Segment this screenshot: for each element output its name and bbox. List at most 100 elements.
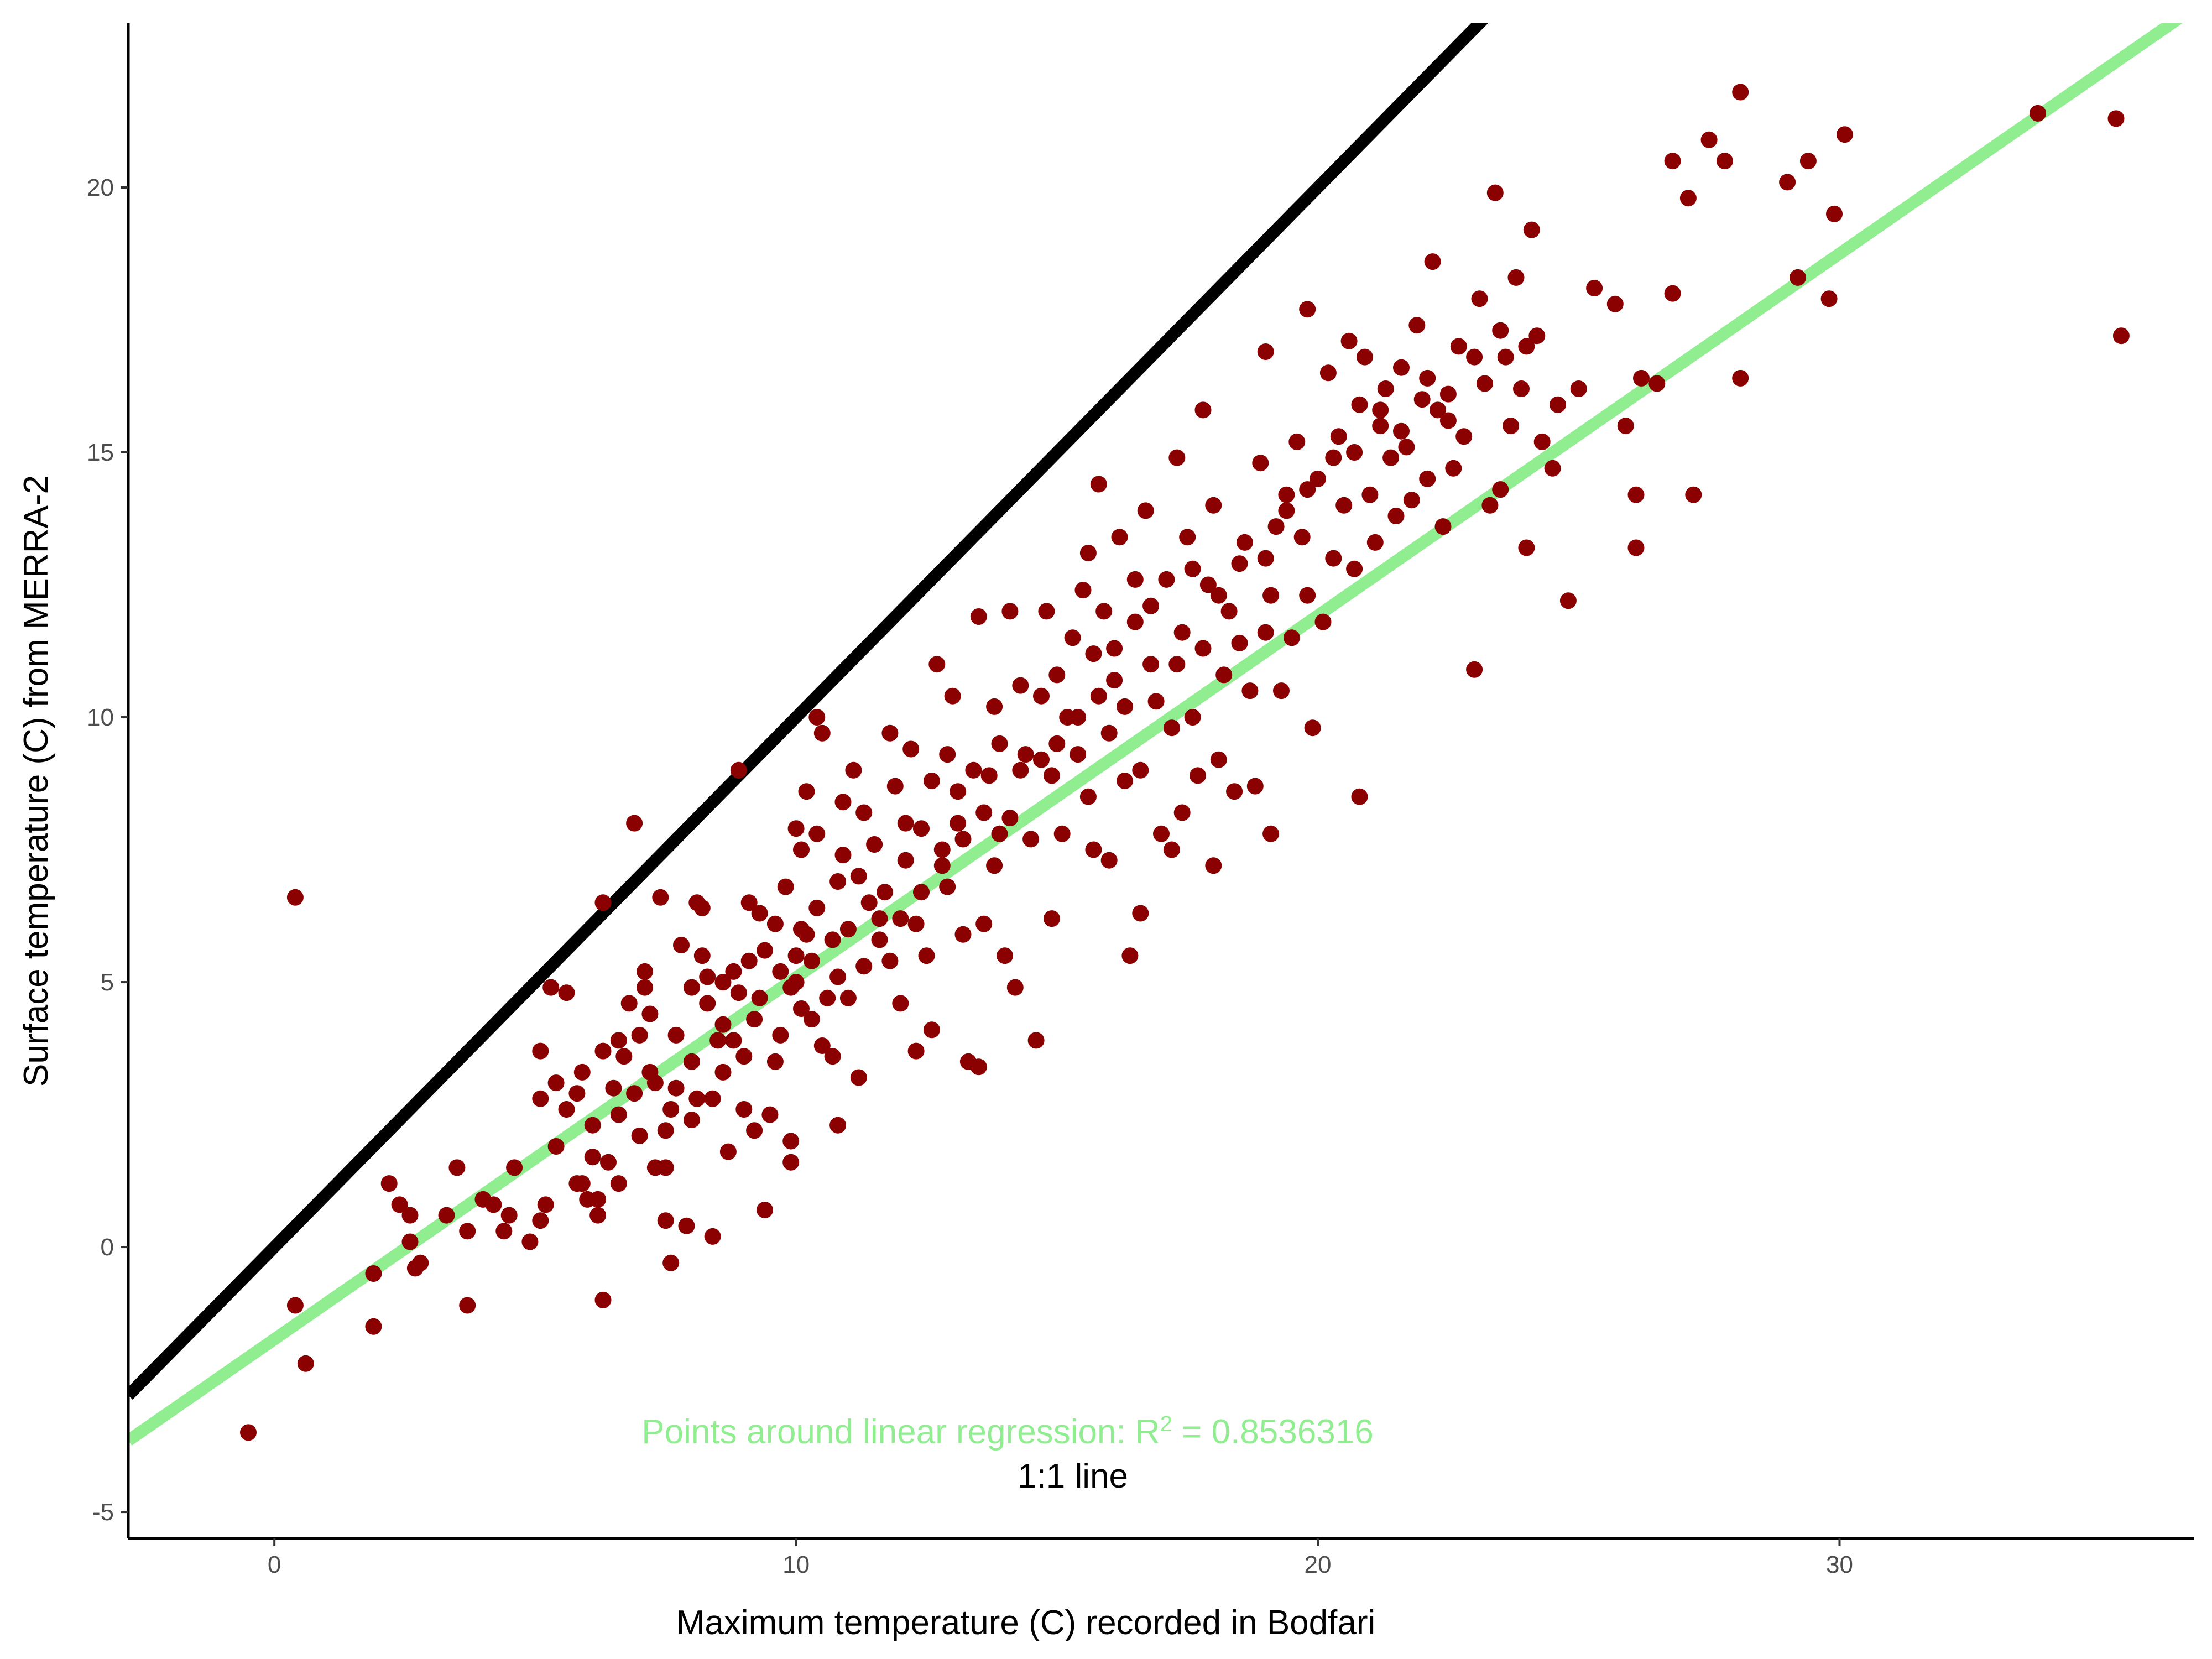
data-point xyxy=(1299,481,1316,498)
data-point xyxy=(532,1042,549,1060)
data-point xyxy=(1147,693,1165,710)
data-point xyxy=(881,724,899,742)
data-point xyxy=(746,1011,763,1028)
data-point xyxy=(719,1143,737,1160)
data-point xyxy=(286,1297,304,1314)
data-point xyxy=(1106,640,1123,657)
data-point xyxy=(1126,613,1144,630)
data-point xyxy=(1257,550,1274,567)
data-point xyxy=(1304,719,1321,737)
data-point xyxy=(594,894,612,911)
data-point xyxy=(1450,338,1467,355)
data-point xyxy=(1137,502,1154,519)
data-point xyxy=(626,815,643,832)
data-point xyxy=(1205,497,1222,514)
data-point xyxy=(600,1154,617,1171)
data-point xyxy=(610,1032,627,1049)
data-point xyxy=(855,958,873,975)
data-point xyxy=(830,873,847,890)
data-point xyxy=(584,1117,601,1134)
data-point xyxy=(1012,677,1029,694)
data-point xyxy=(1351,788,1368,805)
data-point xyxy=(683,1112,700,1129)
data-point xyxy=(1361,486,1379,503)
data-points xyxy=(240,84,2130,1441)
data-point xyxy=(589,1207,607,1224)
data-point xyxy=(380,1175,398,1192)
data-point xyxy=(1570,380,1587,397)
data-point xyxy=(532,1212,549,1229)
data-point xyxy=(1252,455,1269,472)
data-point xyxy=(610,1175,627,1192)
data-point xyxy=(1507,269,1525,286)
data-point xyxy=(594,1291,612,1308)
data-point xyxy=(1372,401,1389,419)
data-point xyxy=(1393,359,1410,376)
data-point xyxy=(944,687,961,705)
data-point xyxy=(1199,576,1217,593)
data-point xyxy=(683,1053,700,1070)
data-point xyxy=(933,857,951,874)
data-point xyxy=(542,979,560,996)
data-point xyxy=(1335,497,1353,514)
data-point xyxy=(808,899,826,916)
data-point xyxy=(1383,449,1400,466)
data-point xyxy=(1132,905,1149,922)
data-point xyxy=(1466,348,1483,366)
data-point xyxy=(521,1233,539,1250)
data-point xyxy=(1330,428,1347,445)
data-point xyxy=(1293,529,1311,546)
data-point xyxy=(1434,518,1452,535)
data-point xyxy=(939,878,956,895)
data-point xyxy=(757,1202,773,1218)
data-point xyxy=(975,915,993,932)
data-point xyxy=(839,989,857,1006)
data-point xyxy=(986,698,1003,715)
data-point xyxy=(1184,709,1201,726)
data-point xyxy=(892,995,909,1012)
data-point xyxy=(1121,947,1139,964)
data-point xyxy=(1356,348,1373,366)
data-point xyxy=(683,979,700,996)
data-point xyxy=(834,847,852,864)
data-point xyxy=(714,1016,732,1033)
data-point xyxy=(1001,603,1019,620)
data-point xyxy=(673,937,690,953)
data-point xyxy=(631,1026,648,1044)
data-point xyxy=(1314,613,1332,630)
data-point xyxy=(2030,105,2046,122)
data-point xyxy=(1481,497,1499,514)
data-point xyxy=(1205,857,1222,874)
data-point xyxy=(1027,1032,1045,1049)
data-point xyxy=(1497,348,1514,366)
data-point xyxy=(699,968,716,985)
data-point xyxy=(730,984,747,1001)
data-point xyxy=(866,836,883,853)
data-point xyxy=(558,984,575,1001)
data-point xyxy=(793,841,810,858)
y-tick-label: 0 xyxy=(101,1234,114,1261)
data-point xyxy=(1799,153,1817,170)
data-point xyxy=(1633,369,1650,387)
data-point xyxy=(725,963,742,980)
data-point xyxy=(1220,603,1238,620)
regression-annotation-value: = 0.8536316 xyxy=(1172,1413,1374,1451)
data-point xyxy=(573,1063,591,1081)
data-point xyxy=(860,894,878,911)
data-point xyxy=(391,1196,408,1213)
data-point xyxy=(1492,322,1509,339)
data-point xyxy=(1550,396,1566,413)
data-point xyxy=(950,783,967,800)
data-point xyxy=(830,1117,847,1134)
data-point xyxy=(1179,529,1196,546)
x-tick-label: 10 xyxy=(782,1551,810,1578)
data-point xyxy=(1033,687,1050,705)
data-point xyxy=(819,989,836,1006)
data-point xyxy=(485,1196,502,1213)
data-point xyxy=(1043,910,1060,927)
data-point xyxy=(709,1032,727,1049)
data-point xyxy=(657,1122,674,1139)
data-point xyxy=(1079,788,1097,805)
data-point xyxy=(808,709,826,726)
